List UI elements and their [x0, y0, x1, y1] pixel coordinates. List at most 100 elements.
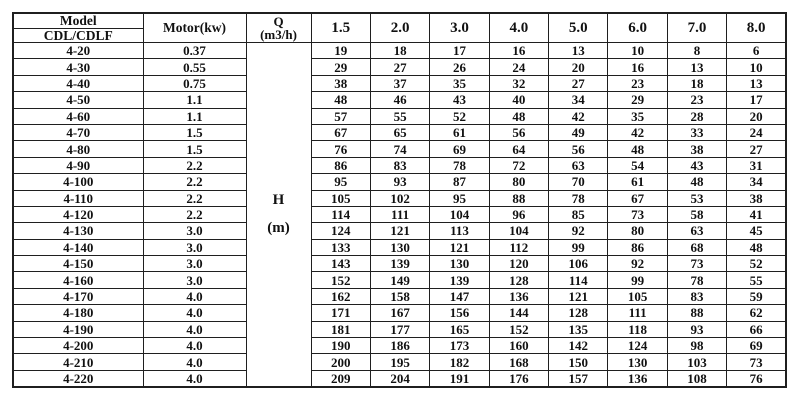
head-value-cell: 191: [429, 369, 490, 388]
model-cell: 4-30: [12, 58, 144, 76]
table-row: 4-200 4.0 190 186 173 160 142 124 98 69: [12, 337, 787, 355]
head-value-cell: 135: [548, 320, 609, 339]
flow-col-header-5.0: 5.0: [548, 12, 609, 43]
head-value-cell: 26: [429, 58, 490, 76]
head-value-cell: 143: [310, 255, 371, 273]
head-value-cell: 10: [726, 58, 787, 76]
model-cell: 4-50: [12, 91, 144, 109]
head-value-cell: 104: [429, 205, 490, 224]
table-row: 4-50 1.1 48 46 43 40 34 29 23 17: [12, 91, 787, 109]
model-cell: 4-90: [12, 156, 144, 175]
head-value-cell: 67: [607, 189, 668, 207]
head-value-cell: 83: [666, 287, 728, 306]
motor-power-cell: 0.55: [142, 58, 247, 76]
head-value-cell: 176: [488, 369, 550, 388]
head-value-cell: 8: [666, 41, 728, 60]
head-value-cell: 121: [548, 287, 609, 306]
head-value-cell: 121: [429, 238, 490, 257]
head-value-cell: 58: [666, 205, 728, 224]
table-row: 4-170 4.0 162 158 147 136 121 105 83 59: [12, 287, 787, 306]
head-value-cell: 92: [607, 255, 668, 273]
head-value-cell: 61: [429, 123, 490, 142]
motor-power-cell: 4.0: [142, 287, 247, 306]
head-value-cell: 124: [310, 222, 371, 240]
pump-spec-sheet: Model Motor(kw) Q (m3/h) 1.5 2.0 3.0 4.0 5.0…: [12, 12, 788, 388]
motor-power-cell: 3.0: [142, 222, 247, 240]
head-value-cell: 133: [310, 238, 371, 257]
head-value-cell: 37: [369, 74, 431, 93]
head-value-cell: 149: [369, 271, 431, 289]
head-value-cell: 86: [310, 156, 371, 175]
head-value-cell: 38: [726, 189, 787, 207]
head-value-cell: 78: [666, 271, 728, 289]
head-value-cell: 16: [488, 41, 550, 60]
motor-power-cell: 2.2: [142, 156, 247, 175]
flow-col-header-4.0: 4.0: [488, 12, 550, 43]
head-value-cell: 29: [607, 91, 668, 109]
head-value-cell: 38: [666, 140, 728, 158]
head-value-cell: 105: [607, 287, 668, 306]
model-cell: 4-140: [12, 238, 144, 257]
motor-power-cell: 1.5: [142, 123, 247, 142]
head-value-cell: 63: [548, 156, 609, 175]
head-value-cell: 38: [310, 74, 371, 93]
head-value-cell: 55: [369, 107, 431, 125]
head-value-cell: 200: [310, 353, 371, 371]
head-value-cell: 136: [488, 287, 550, 306]
head-value-cell: 69: [726, 337, 787, 355]
head-value-cell: 18: [666, 74, 728, 93]
head-unit-cell: H (m): [245, 41, 312, 388]
head-value-cell: 95: [429, 189, 490, 207]
head-value-cell: 152: [310, 271, 371, 289]
head-value-cell: 18: [369, 41, 431, 60]
head-value-cell: 168: [488, 353, 550, 371]
head-value-cell: 144: [488, 304, 550, 322]
head-value-cell: 103: [666, 353, 728, 371]
head-value-cell: 99: [607, 271, 668, 289]
flow-rate-header: Q (m3/h): [245, 12, 312, 43]
head-value-cell: 6: [726, 41, 787, 60]
head-value-cell: 108: [666, 369, 728, 388]
head-value-cell: 52: [726, 255, 787, 273]
motor-power-cell: 2.2: [142, 173, 247, 191]
model-cell: 4-160: [12, 271, 144, 289]
model-series-label: CDL/CDLF: [12, 27, 144, 43]
head-value-cell: 64: [488, 140, 550, 158]
model-cell: 4-110: [12, 189, 144, 207]
head-value-cell: 124: [607, 337, 668, 355]
head-value-cell: 209: [310, 369, 371, 388]
head-value-cell: 92: [548, 222, 609, 240]
flow-rate-unit: (m3/h): [260, 27, 297, 42]
head-value-cell: 173: [429, 337, 490, 355]
head-value-cell: 87: [429, 173, 490, 191]
head-value-cell: 17: [429, 41, 490, 60]
head-symbol: H: [272, 191, 285, 208]
head-value-cell: 27: [548, 74, 609, 93]
table-row: 4-90 2.2 86 83 78 72 63 54 43 31: [12, 156, 787, 175]
head-value-cell: 48: [310, 91, 371, 109]
head-value-cell: 48: [488, 107, 550, 125]
head-value-cell: 43: [666, 156, 728, 175]
head-value-cell: 165: [429, 320, 490, 339]
table-row: 4-210 4.0 200 195 182 168 150 130 103 73: [12, 353, 787, 371]
header-row-top: Model Motor(kw) Q (m3/h) 1.5 2.0 3.0 4.0 5.0…: [12, 12, 787, 43]
table-row: 4-220 4.0 209 204 191 176 157 136 108 76: [12, 369, 787, 388]
motor-power-cell: 1.1: [142, 107, 247, 125]
head-value-cell: 24: [726, 123, 787, 142]
flow-col-header-6.0: 6.0: [607, 12, 668, 43]
head-value-cell: 130: [369, 238, 431, 257]
table-body: 4-20 0.37 H (m) 19 18 17 16 13 10 8 6 4-30 0.55 29 27 26…: [12, 41, 787, 388]
head-value-cell: 23: [607, 74, 668, 93]
head-value-cell: 69: [429, 140, 490, 158]
head-value-cell: 65: [369, 123, 431, 142]
motor-power-cell: 4.0: [142, 320, 247, 339]
model-cell: 4-210: [12, 353, 144, 371]
model-cell: 4-60: [12, 107, 144, 125]
pump-spec-table: Model Motor(kw) Q (m3/h) 1.5 2.0 3.0 4.0 5.0…: [12, 12, 788, 388]
head-value-cell: 76: [726, 369, 787, 388]
model-cell: 4-180: [12, 304, 144, 322]
head-value-cell: 62: [726, 304, 787, 322]
head-value-cell: 104: [488, 222, 550, 240]
head-value-cell: 48: [726, 238, 787, 257]
head-value-cell: 41: [726, 205, 787, 224]
